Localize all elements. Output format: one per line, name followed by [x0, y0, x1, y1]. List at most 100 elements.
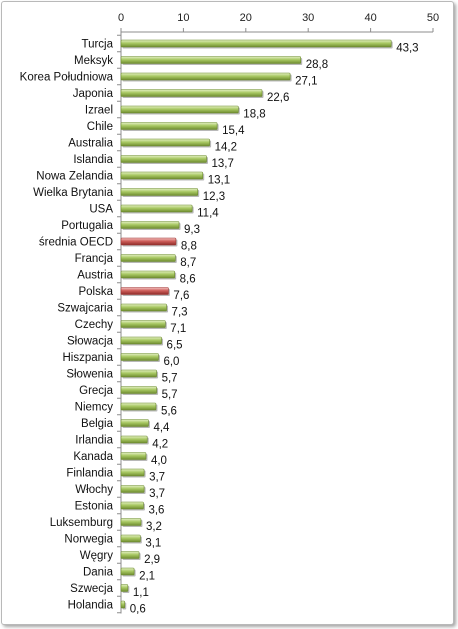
bar[interactable]: [120, 584, 129, 592]
bar[interactable]: [120, 171, 204, 180]
category-label: Czechy: [75, 319, 114, 331]
bar[interactable]: [120, 551, 140, 559]
category-label: USA: [89, 204, 113, 216]
bar[interactable]: [120, 369, 157, 378]
bar[interactable]: [120, 386, 157, 394]
bar-layer: [120, 39, 393, 610]
bar[interactable]: [120, 402, 157, 411]
category-label: Grecja: [79, 385, 113, 397]
category-label: Szwajcaria: [57, 303, 113, 315]
category-label: Niemcy: [75, 402, 114, 414]
value-label: 28,8: [306, 59, 328, 71]
bar[interactable]: [120, 56, 302, 64]
category-label: Turcja: [81, 39, 113, 51]
value-label: 13,1: [208, 175, 230, 187]
category-label: Kanada: [73, 451, 113, 463]
category-label: Izrael: [85, 105, 113, 117]
bar[interactable]: [120, 534, 141, 543]
x-tick-label: 10: [177, 12, 189, 24]
value-label: 8,8: [181, 241, 197, 253]
bar[interactable]: [120, 188, 199, 196]
category-label: Irlandia: [75, 435, 113, 447]
value-label: 8,7: [180, 257, 196, 269]
category-label: Australia: [68, 138, 113, 150]
bar[interactable]: [120, 468, 145, 477]
category-label: Polska: [78, 286, 113, 298]
bar[interactable]: [120, 39, 392, 48]
value-label: 6,0: [163, 356, 179, 368]
bar[interactable]: [120, 336, 162, 345]
value-label: 4,4: [153, 422, 170, 434]
category-label: Japonia: [73, 88, 114, 100]
category-label: Austria: [77, 270, 113, 282]
category-label: Włochy: [75, 484, 113, 496]
category-label: Wielka Brytania: [33, 187, 113, 199]
bar-highlighted[interactable]: [120, 287, 169, 295]
value-label: 3,1: [145, 538, 161, 550]
label-layer: Turcja 43,3 Meksyk 28,8 Korea Południowa 27,1…: [20, 39, 419, 616]
bar[interactable]: [120, 155, 207, 163]
category-label: Belgia: [81, 418, 114, 430]
bar[interactable]: [120, 485, 145, 493]
category-label: Dania: [83, 567, 114, 579]
value-label: 27,1: [295, 76, 317, 88]
bar[interactable]: [120, 89, 263, 97]
x-tick-label: 30: [302, 12, 314, 24]
value-label: 15,4: [222, 125, 245, 137]
category-label: Norwegia: [64, 534, 113, 546]
bar[interactable]: [120, 254, 176, 262]
value-label: 0,6: [130, 604, 146, 616]
value-label: 4,2: [152, 439, 168, 451]
category-label: średnia OECD: [39, 237, 113, 249]
category-label: Węgry: [80, 550, 113, 562]
value-label: 5,6: [161, 406, 177, 418]
bar[interactable]: [120, 270, 175, 279]
bar[interactable]: [120, 122, 218, 130]
category-label: Estonia: [75, 501, 114, 513]
value-label: 14,2: [215, 142, 237, 154]
category-label: Hiszpania: [63, 352, 114, 364]
category-label: Portugalia: [61, 220, 113, 232]
bar-highlighted[interactable]: [120, 237, 177, 246]
category-label: Słowacja: [67, 336, 114, 348]
value-label: 13,7: [211, 158, 233, 170]
value-label: 3,6: [148, 505, 164, 517]
value-label: 22,6: [267, 92, 289, 104]
category-label: Nowa Zelandia: [36, 171, 113, 183]
value-label: 4,0: [151, 455, 167, 467]
bar[interactable]: [120, 567, 135, 576]
bar[interactable]: [120, 303, 167, 312]
bar[interactable]: [120, 138, 210, 147]
value-label: 12,3: [203, 191, 225, 203]
category-label: Chile: [87, 121, 113, 133]
bar[interactable]: [120, 419, 149, 427]
value-label: 1,1: [133, 587, 149, 599]
category-label: Islandia: [73, 154, 113, 166]
bar[interactable]: [120, 452, 147, 460]
bar[interactable]: [120, 435, 148, 444]
x-tick-label: 40: [364, 12, 376, 24]
value-label: 9,3: [184, 224, 200, 236]
category-label: Meksyk: [74, 55, 113, 67]
category-label: Holandia: [68, 600, 114, 612]
bar[interactable]: [120, 518, 142, 526]
value-label: 6,5: [167, 340, 183, 352]
x-tick-label: 0: [118, 12, 124, 24]
category-label: Słowenia: [66, 369, 113, 381]
bar[interactable]: [120, 221, 180, 229]
value-label: 43,3: [396, 43, 418, 55]
value-label: 5,7: [162, 389, 178, 401]
bar[interactable]: [120, 204, 193, 213]
value-label: 2,1: [139, 571, 155, 583]
bar[interactable]: [120, 72, 291, 81]
value-label: 18,8: [243, 109, 265, 121]
category-label: Finlandia: [66, 468, 113, 480]
bar[interactable]: [120, 320, 166, 328]
bar[interactable]: [120, 105, 239, 114]
value-label: 5,7: [162, 373, 178, 385]
bar[interactable]: [120, 600, 126, 609]
bar[interactable]: [120, 501, 144, 510]
bar[interactable]: [120, 353, 159, 361]
value-label: 2,9: [144, 554, 160, 566]
